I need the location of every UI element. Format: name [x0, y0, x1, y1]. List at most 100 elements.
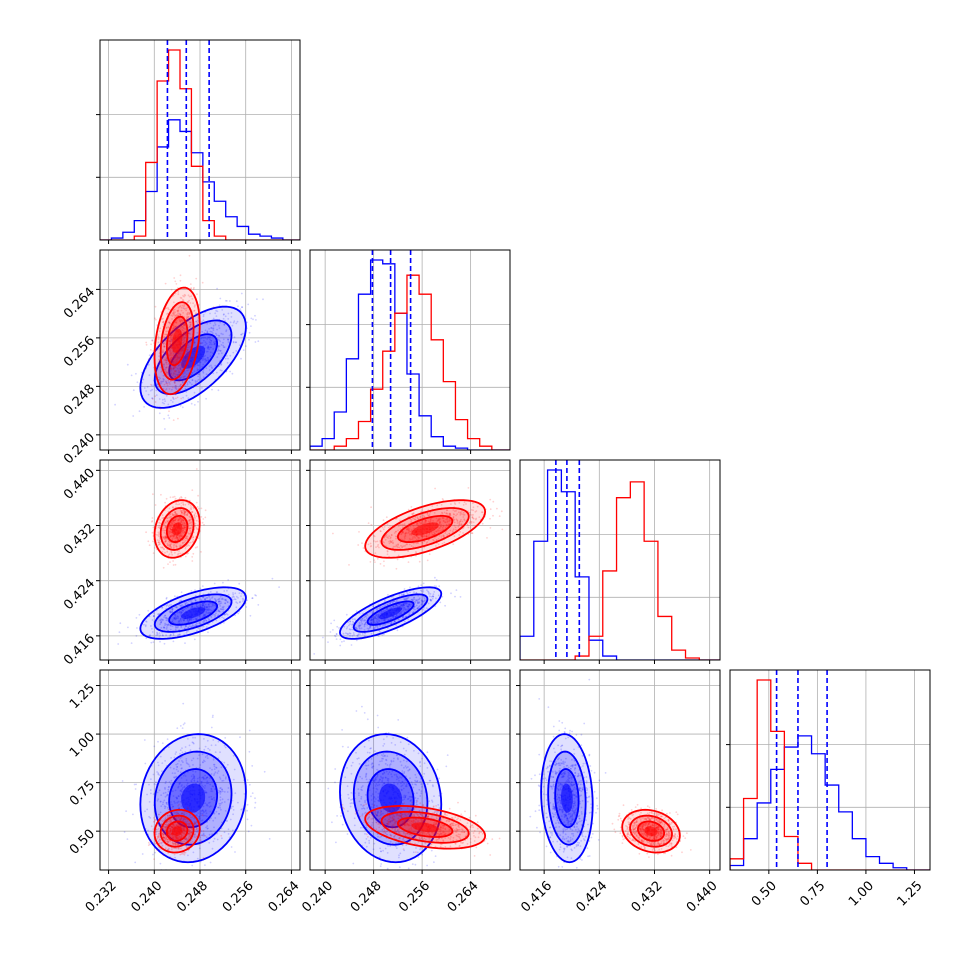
sample-point — [217, 346, 220, 348]
sample-point — [190, 590, 193, 592]
sample-point — [181, 320, 184, 323]
sample-point — [192, 344, 195, 346]
sample-point — [183, 343, 186, 345]
sample-point — [173, 519, 176, 522]
sample-point — [202, 372, 205, 374]
sample-point — [183, 522, 186, 524]
sample-point — [193, 370, 196, 373]
sample-point — [213, 582, 216, 585]
sample-point — [190, 357, 193, 360]
sample-point — [143, 406, 146, 408]
sample-point — [183, 324, 186, 326]
sample-point — [167, 403, 170, 406]
sample-point — [238, 601, 241, 604]
sample-point — [185, 625, 188, 627]
sample-point — [179, 510, 182, 512]
sample-point — [184, 555, 187, 558]
sample-point — [180, 306, 183, 309]
sample-point — [167, 321, 170, 323]
sample-point — [219, 600, 222, 603]
sample-point — [180, 348, 183, 351]
sample-point — [191, 605, 193, 608]
sample-point — [178, 497, 181, 499]
sample-point — [172, 560, 175, 562]
sample-point — [202, 620, 205, 623]
sample-point — [152, 615, 155, 618]
sample-point — [202, 596, 204, 599]
sample-point — [246, 779, 249, 781]
sample-point — [369, 561, 372, 563]
sample-point — [185, 334, 187, 336]
sample-point — [177, 633, 180, 636]
sample-point — [208, 341, 211, 344]
sample-point — [176, 611, 179, 614]
sample-point — [231, 596, 234, 599]
sample-point — [178, 633, 181, 636]
sample-point — [172, 496, 174, 499]
sample-point — [158, 535, 161, 538]
sample-point — [114, 403, 116, 406]
sample-point — [195, 373, 198, 375]
sample-point — [200, 507, 203, 510]
sample-point — [189, 324, 192, 327]
sample-point — [271, 577, 274, 580]
sample-point — [175, 370, 178, 372]
sample-point — [210, 366, 213, 368]
sample-point — [180, 612, 183, 615]
sample-point — [182, 519, 185, 522]
sample-point — [201, 359, 204, 362]
sample-point — [183, 305, 185, 308]
sample-point — [226, 613, 229, 616]
sample-point — [209, 861, 212, 864]
sample-point — [373, 559, 376, 561]
sample-point — [173, 381, 176, 384]
sample-point — [202, 336, 205, 339]
sample-point — [169, 611, 172, 614]
sample-point — [177, 625, 179, 628]
sample-point — [178, 518, 181, 521]
sample-point — [164, 339, 167, 342]
sample-point — [332, 532, 334, 535]
sample-point — [188, 326, 191, 328]
sample-point — [190, 518, 193, 521]
sample-point — [208, 605, 211, 608]
sample-point — [193, 342, 196, 345]
sample-point — [382, 519, 385, 522]
sample-point — [227, 341, 230, 343]
sample-point — [199, 605, 202, 607]
sample-point — [150, 383, 152, 386]
sample-point — [168, 381, 171, 384]
sample-point — [162, 350, 164, 353]
sample-point — [186, 382, 189, 384]
sample-point — [187, 351, 190, 354]
sample-point — [246, 818, 249, 821]
sample-point — [215, 619, 218, 622]
sample-point — [221, 309, 224, 311]
sample-point — [173, 356, 176, 359]
sample-point — [201, 387, 203, 389]
sample-point — [190, 337, 193, 340]
sample-point — [173, 617, 176, 620]
sample-point — [170, 334, 172, 337]
sample-point — [223, 323, 226, 326]
sample-point — [182, 525, 185, 528]
sample-point — [162, 380, 165, 383]
sample-point — [170, 334, 173, 337]
sample-point — [168, 540, 170, 543]
sample-point — [489, 517, 491, 520]
sample-point — [178, 371, 181, 373]
sample-point — [203, 604, 206, 607]
sample-point — [117, 643, 120, 645]
sample-point — [163, 398, 166, 401]
sample-point — [171, 386, 174, 389]
sample-point — [201, 320, 203, 323]
sample-point — [221, 606, 224, 608]
sample-point — [158, 355, 161, 358]
sample-point — [169, 349, 172, 352]
sample-point — [220, 332, 223, 335]
sample-point — [205, 626, 208, 628]
sample-point — [179, 534, 182, 537]
sample-point — [450, 592, 452, 595]
sample-point — [155, 394, 158, 396]
sample-point — [204, 598, 206, 600]
